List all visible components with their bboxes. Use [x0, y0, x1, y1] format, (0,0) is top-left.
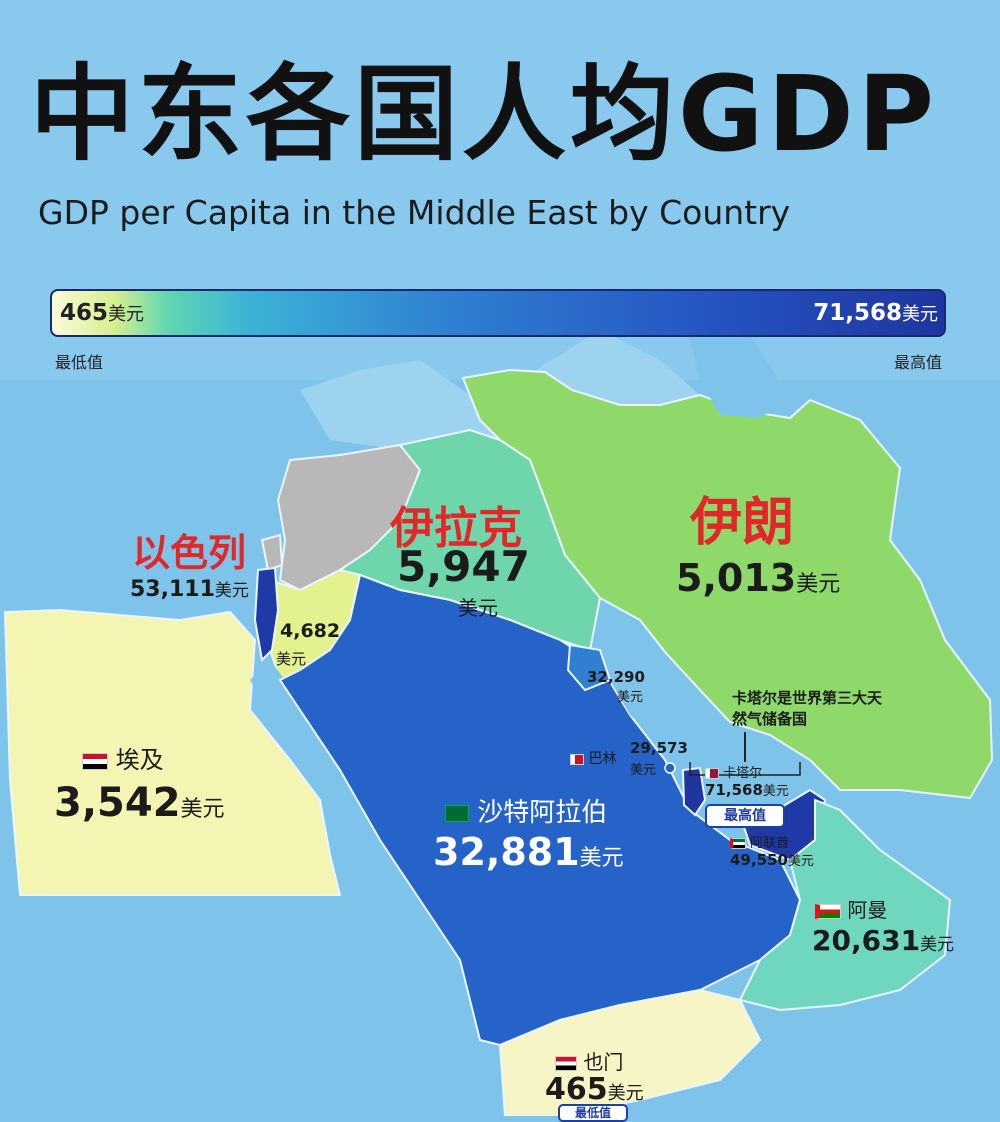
bahrain-unit: 美元	[630, 763, 657, 778]
jordan-value: 4,682	[280, 620, 341, 642]
uae-flag-icon	[730, 838, 746, 849]
yemen-region	[498, 988, 762, 1116]
israel-name: 以色列	[132, 531, 247, 575]
israel-region	[253, 566, 280, 663]
iraq-unit: 美元	[458, 596, 498, 620]
qatar-max-badge: 最高值	[705, 804, 785, 828]
kuwait-region	[566, 643, 612, 692]
saudi-flag-icon	[445, 805, 469, 822]
bahrain-value: 29,573	[630, 739, 688, 757]
bahrain-flag-icon	[570, 753, 584, 765]
persian-gulf	[610, 680, 820, 800]
jordan-unit: 美元	[276, 650, 307, 668]
saudi-region	[278, 573, 802, 1047]
egypt-region	[3, 608, 342, 896]
scale-min-value: 465美元	[60, 300, 145, 326]
yemen-min-badge: 最低值	[558, 1104, 628, 1122]
color-scale-bar	[50, 289, 946, 337]
egypt-label: 埃及	[82, 740, 164, 775]
oman-region	[738, 798, 952, 1012]
saudi-label: 沙特阿拉伯	[445, 792, 607, 829]
kuwait-value: 32,290	[587, 668, 645, 686]
qatar-bracket	[689, 762, 801, 776]
lebanon-region	[260, 533, 284, 572]
saudi-value: 32,881美元	[433, 830, 624, 874]
oman-flag-icon	[815, 904, 841, 919]
scale-max-label: 最高值	[893, 353, 942, 372]
qatar-note: 卡塔尔是世界第三大天然气储备国	[732, 689, 883, 728]
scale-min-label: 最低值	[55, 353, 104, 372]
yemen-value: 465美元	[545, 1072, 644, 1107]
israel-value: 53,111美元	[130, 577, 249, 602]
qatar-region	[681, 766, 707, 817]
uae-label: 阿联酋	[730, 832, 789, 851]
yemen-flag-icon	[555, 1056, 577, 1071]
yemen-label: 也门	[555, 1046, 623, 1075]
qatar-value: 71,568美元	[705, 781, 789, 799]
kuwait-unit: 美元	[617, 690, 644, 705]
iraq-value: 5,947	[397, 542, 530, 591]
iran-name: 伊朗	[690, 493, 795, 553]
iraq-name: 伊拉克	[390, 503, 522, 554]
red-sea	[250, 660, 490, 1060]
page-subtitle: GDP per Capita in the Middle East by Cou…	[38, 193, 791, 232]
qatar-label: 卡塔尔	[705, 762, 762, 781]
iran-value: 5,013美元	[676, 556, 841, 600]
scale-max-value: 71,568美元	[813, 300, 938, 326]
uae-value: 49,550美元	[730, 851, 814, 869]
oman-value: 20,631美元	[812, 924, 955, 957]
oman-label: 阿曼	[815, 894, 887, 923]
egypt-flag-icon	[82, 752, 108, 770]
page-title: 中东各国人均GDP	[30, 53, 938, 175]
bahrain-label: 巴林	[570, 748, 616, 768]
qatar-flag-icon	[705, 768, 719, 779]
egypt-value: 3,542美元	[54, 780, 225, 826]
bahrain-dot	[664, 762, 676, 774]
